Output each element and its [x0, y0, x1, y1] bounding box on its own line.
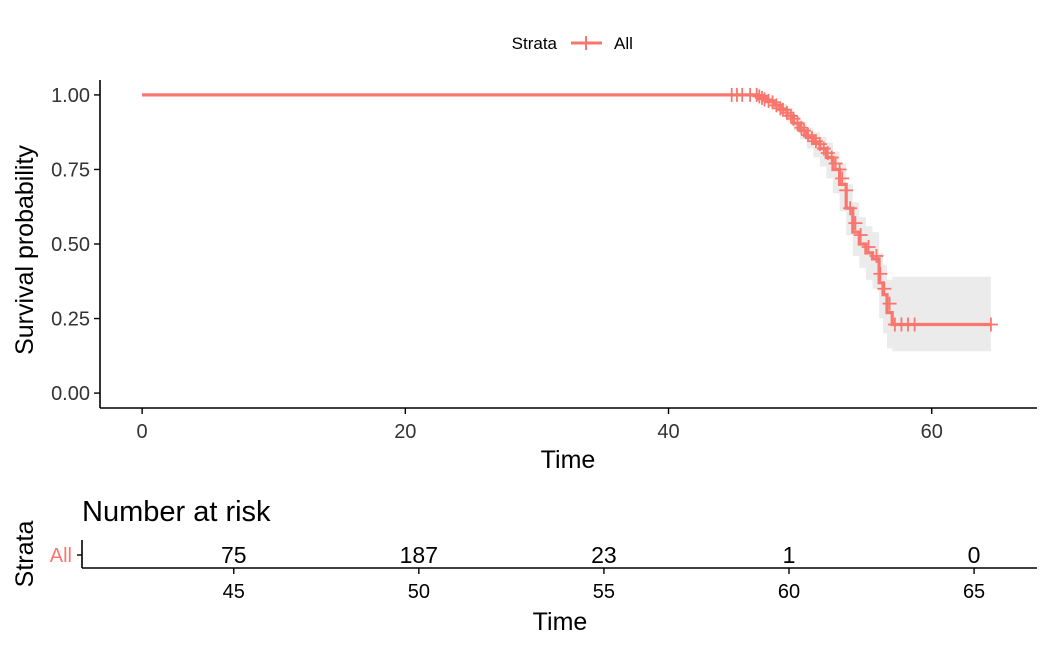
censor-mark: [983, 317, 998, 332]
y-tick-label: 1.00: [51, 85, 90, 107]
risk-x-tick-label: 60: [778, 581, 800, 603]
y-tick-label: 0.75: [51, 159, 90, 181]
censor-mark: [754, 90, 769, 105]
km-plot: 0.00 0.25 0.50 0.75 1.00 0 20 40 60 Survival pro…: [11, 80, 1037, 474]
censor-mark: [783, 108, 798, 123]
confidence-band: [142, 94, 991, 352]
censor-mark: [853, 228, 868, 243]
risk-x-tick-label: 50: [408, 581, 430, 603]
censor-mark: [839, 183, 854, 198]
risk-table-title: Number at risk: [82, 496, 271, 528]
censor-mark: [848, 216, 863, 231]
x-tick-label: 20: [394, 421, 416, 443]
y-axis-label: Survival probability: [11, 145, 39, 355]
risk-value: 0: [968, 542, 981, 568]
x-tick-label: 0: [137, 421, 148, 443]
risk-value: 1: [783, 542, 796, 568]
risk-table-rows: All 75 187 23 1 0: [50, 542, 981, 568]
risk-table-x-axis-label: Time: [533, 608, 588, 636]
risk-table-axes: 45 50 55 60 65: [81, 540, 1037, 603]
risk-x-tick-label: 45: [223, 581, 245, 603]
censor-mark: [873, 266, 888, 281]
risk-x-tick-label: 65: [963, 581, 985, 603]
risk-value: 75: [221, 542, 247, 568]
y-tick-label: 0.25: [51, 309, 90, 331]
risk-x-tick-label: 55: [593, 581, 615, 603]
y-tick-label: 0.00: [51, 383, 90, 405]
legend-entry-all: All: [614, 34, 633, 53]
censor-mark: [861, 239, 876, 254]
censor-mark: [882, 296, 897, 311]
confidence-band-layer: [142, 94, 991, 352]
risk-table: Number at risk Strata All 75 187 23 1 0 45 50 5…: [11, 496, 1037, 636]
x-tick-label: 40: [657, 421, 679, 443]
risk-table-strata-label: Strata: [11, 521, 39, 588]
x-axis-label: Time: [541, 446, 596, 474]
main-axes: 0.00 0.25 0.50 0.75 1.00 0 20 40 60: [51, 80, 1037, 443]
censor-mark: [843, 201, 858, 216]
censor-mark: [794, 120, 809, 135]
censor-mark: [835, 171, 850, 186]
y-tick-label: 0.50: [51, 234, 90, 256]
censor-mark: [832, 162, 847, 177]
censor-marks-layer: [724, 87, 998, 332]
censor-mark: [877, 281, 892, 296]
x-tick-label: 60: [921, 421, 943, 443]
censor-mark: [869, 248, 884, 263]
risk-value: 23: [591, 542, 617, 568]
risk-value: 187: [400, 542, 438, 568]
legend: Strata All: [512, 34, 633, 53]
survival-curve-layer: [142, 93, 991, 327]
legend-title: Strata: [512, 34, 558, 53]
risk-row-label: All: [50, 545, 72, 567]
survival-curve-all: [142, 93, 991, 327]
legend-key-all: [571, 36, 602, 50]
censor-mark: [907, 317, 922, 332]
